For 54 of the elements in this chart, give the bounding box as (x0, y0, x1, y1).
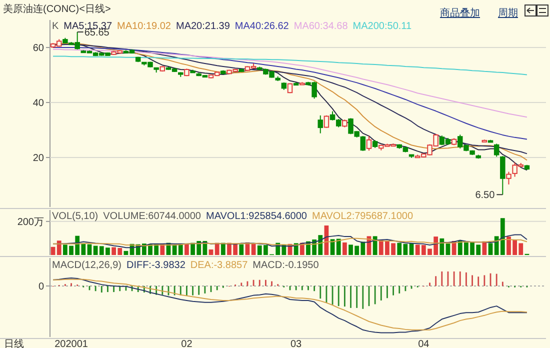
bar (397, 242, 402, 255)
candlestick (494, 143, 500, 158)
bar (488, 243, 493, 255)
bar (50, 246, 56, 255)
legend-title: VOL(5,10) (52, 211, 98, 222)
bar (251, 244, 256, 255)
bar (482, 241, 487, 255)
bar (372, 236, 378, 255)
bar (87, 244, 92, 255)
bar (342, 242, 347, 255)
candlestick (500, 156, 506, 196)
text: MA40:26.62 (234, 21, 290, 32)
bar (214, 242, 220, 255)
ref-line-label: 0 (38, 281, 44, 292)
bar (440, 238, 444, 255)
candlestick (318, 114, 324, 134)
legend-title: MACD(12,26,9) (52, 260, 122, 271)
bar (220, 242, 226, 255)
series-label: MA10:19.02 (117, 21, 172, 32)
text: 周期 (498, 7, 518, 19)
y-tick-label: 40 (32, 98, 44, 109)
y-tick-label: 60 (32, 43, 44, 54)
series-label: MACD:-0.1950 (252, 260, 320, 271)
bar (336, 238, 341, 255)
bar (184, 244, 189, 255)
x-tick-label: 04 (418, 339, 430, 348)
bar (403, 244, 408, 255)
text: MA200:50.11 (352, 21, 412, 32)
x-axis-title: 日线 (4, 338, 24, 348)
text: 6.50 (475, 190, 495, 202)
legend-title: K (52, 21, 59, 32)
text: DEA:-3.8857 (190, 260, 248, 271)
ref-line-label: 200万 (17, 216, 44, 228)
text: MA20:21.39 (176, 21, 230, 32)
bar (239, 244, 244, 255)
line-series (52, 56, 528, 76)
bar (208, 249, 214, 255)
text: MAVOL1:925854.6000 (206, 211, 308, 222)
candlestick (324, 114, 330, 128)
text: MA60:34.68 (294, 21, 348, 32)
candlestick (506, 171, 512, 185)
bar (124, 250, 128, 255)
bar (446, 244, 450, 255)
x-tick-label: 202001 (54, 339, 88, 348)
y-tick-label: 20 (32, 153, 44, 164)
x-tick-label: 03 (290, 339, 302, 348)
annotation: VOLUME:60744.0000 (103, 211, 202, 222)
bar (56, 240, 62, 255)
x-tick-label: 02 (181, 339, 193, 348)
text: 商品叠加 (440, 7, 480, 19)
candlestick (366, 136, 372, 152)
chart-title: 美原油连(CONC)<日线> (3, 3, 111, 15)
series-label: DIFF:-3.9832 (126, 260, 186, 271)
series-label: MAVOL2:795687.1000 (312, 211, 414, 222)
